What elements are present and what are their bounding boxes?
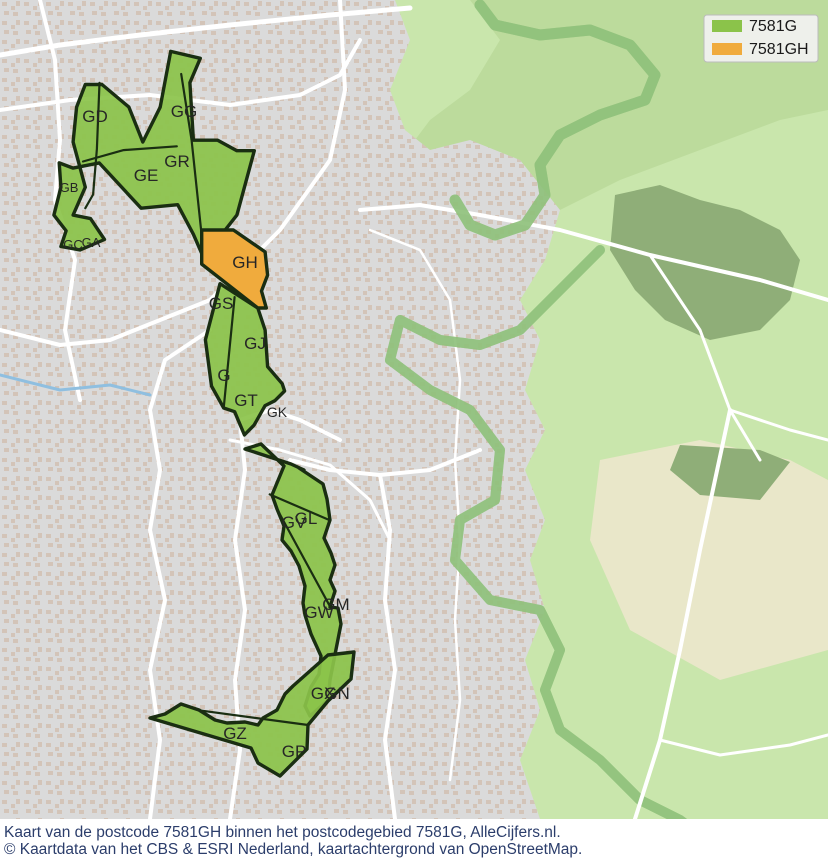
- svg-text:GH: GH: [232, 253, 258, 272]
- svg-text:GB: GB: [60, 180, 79, 195]
- svg-text:GD: GD: [82, 107, 108, 126]
- svg-text:GJ: GJ: [244, 334, 266, 353]
- svg-text:GR: GR: [164, 152, 190, 171]
- svg-text:GP: GP: [282, 742, 307, 761]
- svg-text:GC: GC: [63, 237, 83, 252]
- svg-text:GZ: GZ: [223, 724, 247, 743]
- svg-text:GG: GG: [171, 102, 197, 121]
- svg-text:GX: GX: [311, 684, 336, 703]
- svg-text:GL: GL: [295, 509, 318, 528]
- svg-text:7581G: 7581G: [749, 18, 797, 35]
- svg-text:GK: GK: [267, 404, 288, 420]
- svg-text:GW: GW: [304, 603, 333, 622]
- svg-text:GE: GE: [134, 166, 159, 185]
- svg-text:GT: GT: [234, 391, 258, 410]
- svg-text:GA: GA: [82, 235, 101, 250]
- svg-text:GS: GS: [209, 294, 234, 313]
- svg-text:G: G: [217, 366, 230, 385]
- svg-text:7581GH: 7581GH: [749, 41, 809, 58]
